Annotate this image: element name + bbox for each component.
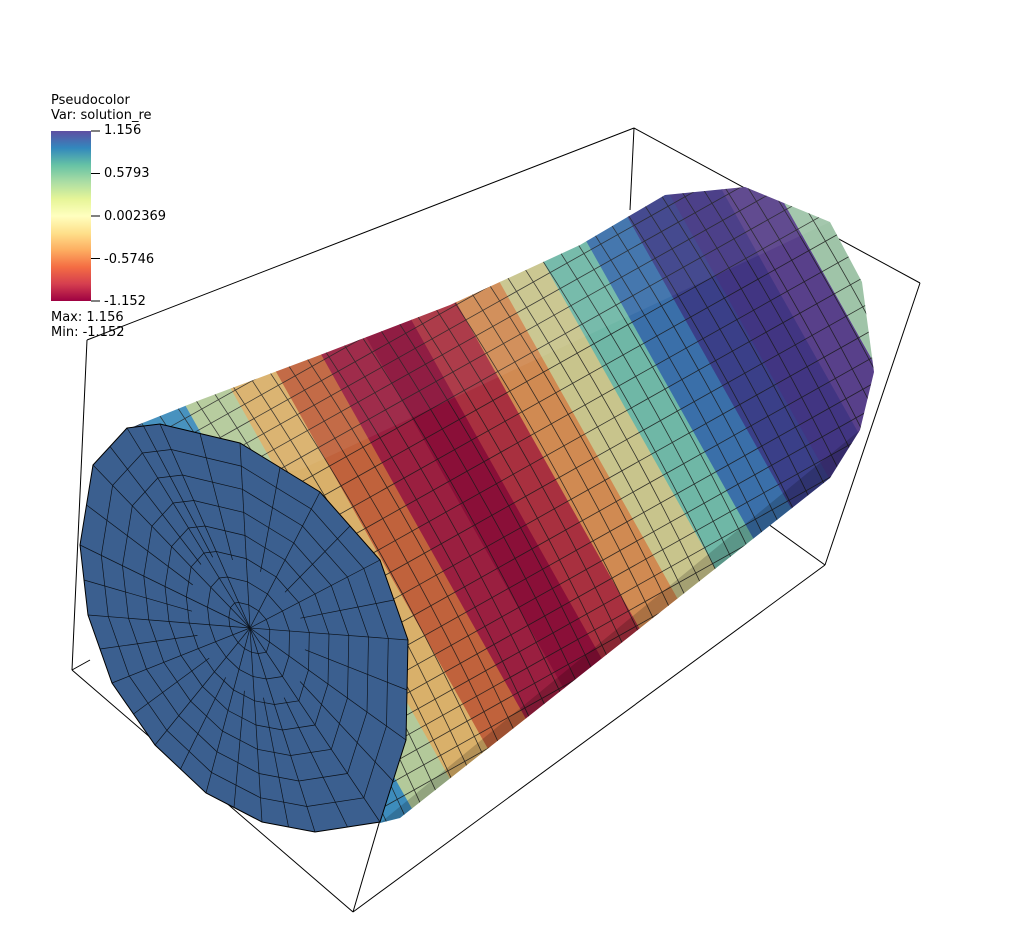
cap-ring (207, 576, 290, 680)
cap-ring (122, 474, 369, 782)
cap-radial (83, 579, 192, 612)
cap-radial (283, 697, 348, 828)
mesh-longitude (295, 399, 874, 799)
legend-plot-type: Pseudocolor (51, 93, 130, 108)
cap-radial (284, 525, 351, 593)
cylinder-endcap (79, 423, 409, 833)
mesh-longitude (132, 187, 842, 508)
cap-radial (260, 467, 281, 572)
cap-radial (304, 649, 408, 691)
cap-radial (86, 504, 193, 586)
legend-tick-3: -0.5746 (104, 252, 155, 267)
cap-radial (199, 433, 233, 561)
cap-radial (180, 677, 226, 770)
cap-radial (300, 599, 395, 619)
cap-radial (133, 657, 210, 715)
legend-variable: Var: solution_re (51, 108, 152, 123)
cap-radial (233, 690, 245, 808)
legend-max: Max: 1.156 (51, 310, 124, 325)
legend-tick-1: 0.5793 (104, 166, 150, 181)
color-legend (51, 130, 100, 302)
cap-ring (228, 602, 271, 654)
legend-tick-2: 0.002369 (104, 209, 167, 224)
cap-radial (263, 697, 289, 828)
mesh-longitude (125, 187, 833, 492)
legend-tick-0: 1.156 (104, 123, 142, 138)
cap-radial (109, 446, 202, 565)
cap-radial (299, 681, 394, 782)
cap-radial (99, 635, 198, 650)
cap-ring (164, 525, 330, 731)
cap-radial (143, 425, 214, 558)
cap-ring (143, 500, 350, 756)
cap-ring (185, 551, 310, 705)
cap-ring (100, 449, 389, 807)
legend-tick-4: -1.152 (104, 294, 146, 309)
legend-min: Min: -1.152 (51, 325, 125, 340)
